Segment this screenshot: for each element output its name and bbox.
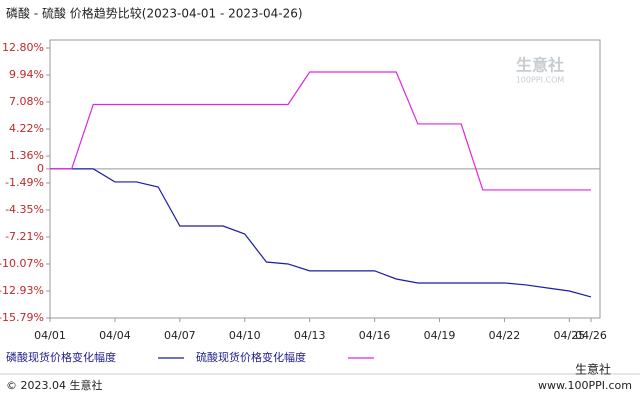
x-tick-label: 04/16	[359, 329, 391, 342]
x-tick-label: 04/22	[489, 329, 521, 342]
x-tick-label: 04/04	[99, 329, 131, 342]
chart-title: 磷酸 - 硫酸 价格趋势比较(2023-04-01 - 2023-04-26)	[6, 6, 303, 21]
series-line	[50, 168, 592, 298]
y-tick-label: 9.94%	[9, 68, 44, 81]
x-tick-label: 04/26	[575, 329, 607, 342]
footer-url: www.100PPI.com	[538, 379, 632, 392]
x-tick-label: 04/25	[554, 329, 586, 342]
y-tick-label: 7.08%	[9, 95, 44, 108]
y-tick-label: -1.49%	[5, 176, 44, 189]
watermark: 生意社	[516, 56, 564, 75]
x-tick-label: 04/01	[34, 329, 66, 342]
x-tick-label: 04/10	[229, 329, 261, 342]
y-tick-label: -4.35%	[5, 203, 44, 216]
legend-label: 磷酸现货价格变化幅度	[6, 350, 116, 364]
footer: © 2023.04 生意社	[6, 378, 102, 392]
y-tick-label: 12.80%	[2, 41, 44, 54]
y-tick-label: 1.36%	[9, 149, 44, 162]
y-tick-label: 0	[37, 162, 44, 175]
plot-frame	[49, 39, 601, 319]
series-line	[50, 71, 591, 191]
y-tick-label: 4.22%	[9, 122, 44, 135]
x-tick-label: 04/13	[294, 329, 326, 342]
y-tick-label: -7.21%	[5, 230, 44, 243]
y-tick-label: -15.79%	[0, 311, 44, 324]
watermark-url: 100PPI.COM	[516, 76, 565, 85]
x-tick-label: 04/19	[424, 329, 456, 342]
x-tick-label: 04/07	[164, 329, 196, 342]
y-tick-label: -12.93%	[0, 284, 44, 297]
legend-label: 硫酸现货价格变化幅度	[196, 350, 306, 364]
footer-brand: 生意社	[575, 362, 611, 377]
y-tick-label: -10.07%	[0, 257, 44, 270]
